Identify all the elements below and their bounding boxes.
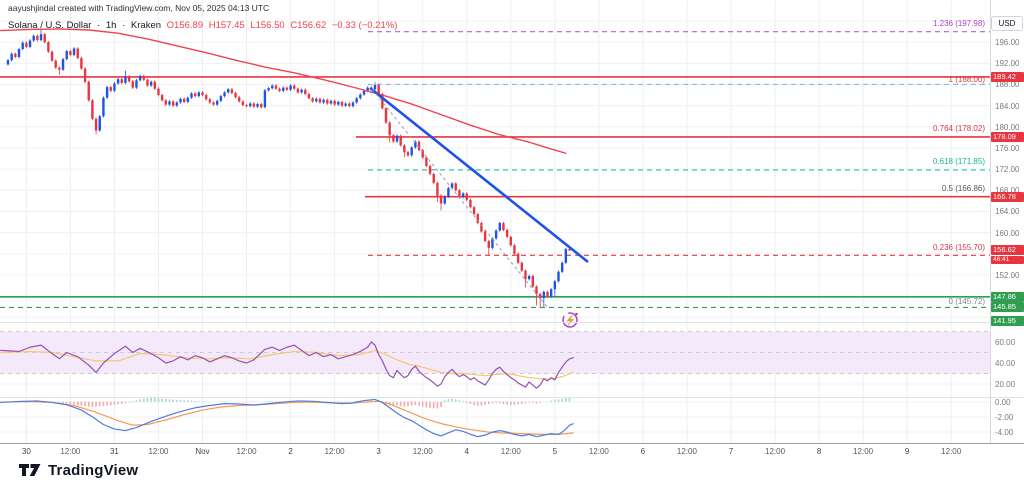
fib-retracement-lines[interactable] (368, 31, 990, 256)
descending-trendline[interactable] (369, 86, 589, 264)
shock-emoji-sticker[interactable] (562, 312, 578, 328)
rsi-band (0, 331, 990, 374)
currency-unit-button[interactable]: USD (991, 16, 1023, 31)
macd-indicator (0, 397, 574, 438)
candlestick-series (6, 29, 571, 309)
horizontal-price-lines[interactable] (0, 76, 990, 309)
rsi-indicator (0, 341, 574, 389)
moving-average-line (0, 28, 567, 154)
dashed-projection-line[interactable] (371, 88, 549, 309)
gridlines (0, 0, 990, 443)
